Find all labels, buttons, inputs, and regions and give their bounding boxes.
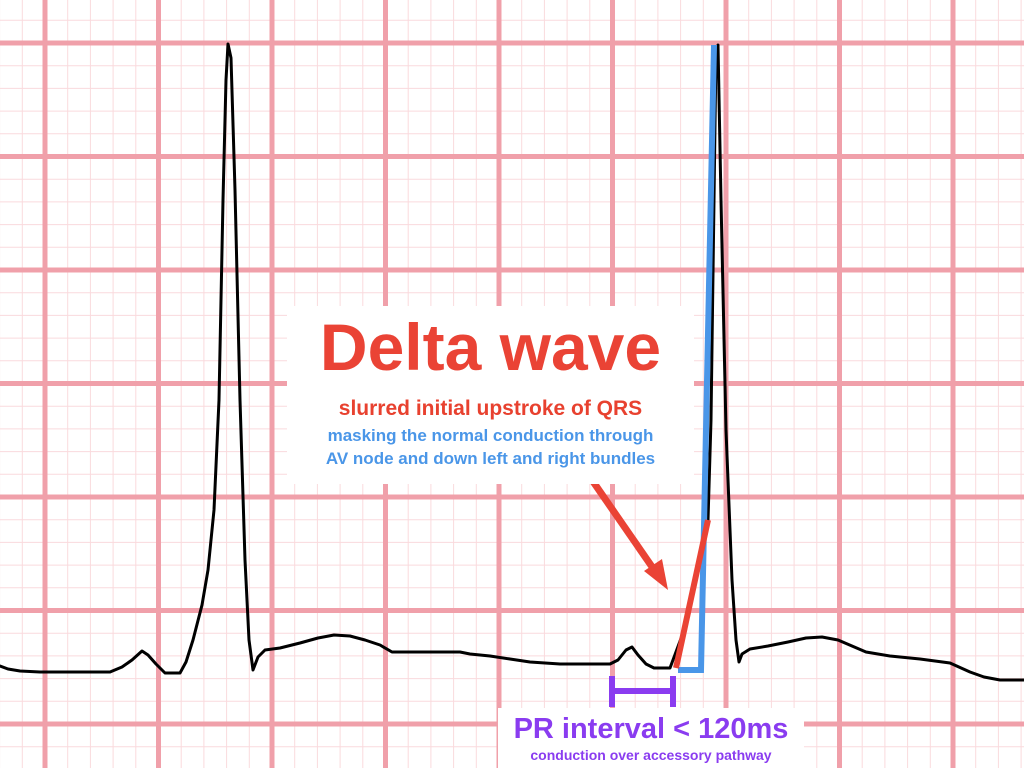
qrs-normal-conduction-line [678,44,717,673]
pr-interval-callout: PR interval < 120ms conduction over acce… [498,708,804,768]
delta-wave-description: slurred initial upstroke of QRS [338,397,643,420]
delta-wave-callout: Delta wave slurred initial upstroke of Q… [287,306,694,484]
pr-interval-subtitle: conduction over accessory pathway [530,747,772,763]
delta-wave-title: Delta wave [319,310,662,384]
normal-conduction-note-line2: AV node and down left and right bundles [325,449,656,468]
pr-interval-title: PR interval < 120ms [513,713,789,745]
delta-wave-slur-line [673,519,711,669]
normal-conduction-note-line1: masking the normal conduction through [327,426,654,445]
ecg-trace [0,42,1024,682]
delta-arrow [589,478,668,590]
pr-interval-bracket [609,676,676,707]
